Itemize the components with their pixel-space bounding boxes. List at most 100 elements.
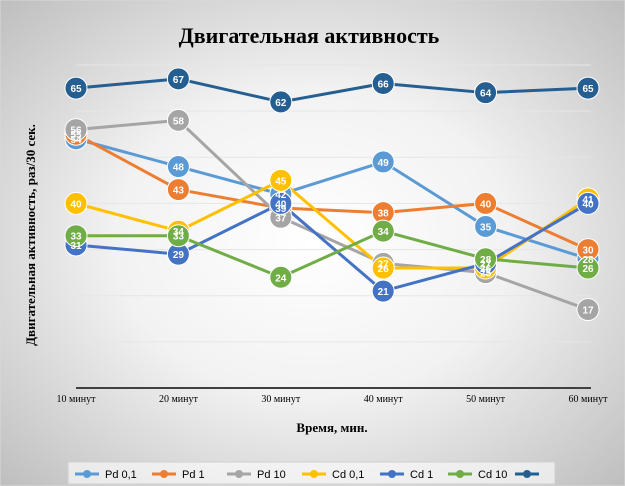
legend-label: Cd 1 (410, 469, 433, 481)
series-line (75, 201, 589, 293)
legend-swatch-marker (523, 470, 531, 478)
legend-label: Pd 10 (257, 469, 286, 481)
data-point (269, 168, 293, 192)
data-label: 38 (378, 209, 390, 220)
data-label: 29 (173, 250, 185, 261)
data-label: 56 (70, 126, 82, 137)
series-line (76, 229, 589, 279)
data-label: 33 (70, 232, 82, 243)
data-label: 24 (275, 273, 287, 284)
data-label: 55 (70, 130, 82, 141)
legend-swatch-marker (235, 470, 243, 478)
legend: Pd 0,1 Pd 1 Pd 10 Cd 0,1 Cd 1 Cd 10 (75, 469, 539, 481)
data-point (576, 76, 600, 100)
data-label: 28 (480, 255, 492, 266)
legend-swatch-marker (160, 470, 168, 478)
data-label: 49 (378, 158, 390, 169)
data-label: 40 (275, 199, 287, 210)
data-label: 67 (173, 75, 185, 86)
x-tick-label: 50 минут (466, 394, 506, 405)
data-label: 48 (173, 163, 185, 174)
legend-swatch-marker (456, 470, 464, 478)
data-label: 27 (378, 259, 390, 270)
series-line (75, 77, 589, 104)
series-line (75, 137, 589, 261)
x-tick-label: 20 минут (159, 394, 199, 405)
data-label: 54 (70, 135, 82, 146)
x-tick-label: 30 минут (261, 394, 301, 405)
data-label: 31 (70, 241, 82, 252)
data-label: 66 (378, 79, 390, 90)
y-axis-label: Двигательная активность, раз/30 сек. (23, 124, 38, 346)
legend-swatch-marker (83, 470, 91, 478)
data-point (371, 219, 395, 243)
series-line (75, 178, 589, 270)
data-label: 41 (582, 195, 594, 206)
data-label: 34 (173, 227, 185, 238)
data-point (371, 71, 395, 95)
data-point (269, 90, 293, 114)
x-tick-label: 40 минут (364, 394, 404, 405)
data-point (64, 76, 88, 100)
data-label: 62 (275, 98, 287, 109)
data-point (269, 265, 293, 289)
data-point (474, 81, 498, 105)
data-label: 40 (70, 199, 82, 210)
data-label: 40 (582, 199, 594, 210)
data-label: 37 (275, 213, 287, 224)
data-point (64, 118, 88, 142)
legend-label: Pd 0,1 (105, 469, 137, 481)
data-point (474, 191, 498, 215)
data-point (166, 224, 190, 248)
data-label: 25 (480, 269, 492, 280)
legend-label: Cd 10 (478, 469, 507, 481)
data-point (371, 150, 395, 174)
data-point (166, 67, 190, 91)
chart-title: Двигательная активность (179, 23, 440, 48)
data-label: 30 (582, 246, 594, 257)
data-point (64, 191, 88, 215)
data-label: 39 (275, 204, 287, 215)
x-tick-label: 10 минут (57, 394, 97, 405)
data-point (64, 224, 88, 248)
data-label: 65 (582, 84, 594, 95)
data-label: 17 (582, 306, 594, 317)
data-point (166, 178, 190, 202)
data-label: 21 (378, 287, 390, 298)
data-label: 45 (275, 176, 287, 187)
data-point (371, 256, 395, 280)
data-point (474, 215, 498, 238)
data-point (576, 191, 600, 215)
x-tick-labels: 10 минут 20 минут 30 минут 40 минут 50 минут… (57, 394, 609, 405)
data-label: 64 (480, 89, 492, 100)
data-label: 58 (173, 116, 185, 127)
data-label: 42 (275, 190, 287, 201)
x-tick-label: 60 минут (569, 394, 609, 405)
series-line (75, 118, 589, 311)
legend-label: Cd 0,1 (332, 469, 364, 481)
data-point (166, 108, 190, 132)
data-label: 28 (582, 255, 594, 266)
data-point (371, 279, 395, 303)
data-label: 43 (173, 186, 185, 197)
data-point (269, 191, 293, 215)
data-label: 65 (70, 84, 82, 95)
legend-swatch-marker (310, 470, 318, 478)
legend-label: Pd 1 (182, 469, 205, 481)
data-label: 34 (378, 227, 390, 238)
data-label: 26 (378, 264, 390, 275)
legend-swatch-marker (388, 470, 396, 478)
data-label: 27 (480, 259, 492, 270)
series-line (75, 132, 589, 251)
data-label: 33 (173, 232, 185, 243)
data-point (576, 298, 600, 322)
data-label: 26 (582, 264, 594, 275)
data-point (166, 155, 190, 179)
data-label: 35 (480, 223, 492, 234)
data-point (474, 247, 498, 271)
data-label: 40 (480, 199, 492, 210)
data-label: 26 (480, 264, 492, 275)
